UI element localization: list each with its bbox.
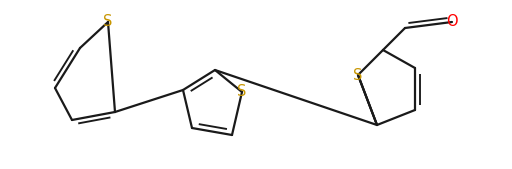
Text: S: S — [238, 84, 247, 100]
Text: S: S — [353, 67, 362, 82]
Text: O: O — [446, 15, 458, 30]
Text: S: S — [103, 15, 113, 30]
